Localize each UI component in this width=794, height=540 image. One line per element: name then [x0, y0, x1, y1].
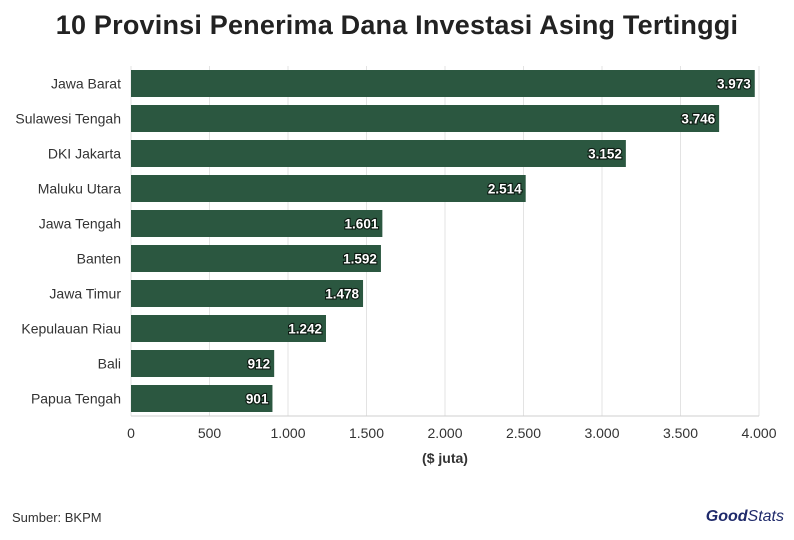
- bar: [131, 280, 364, 307]
- category-label: DKI Jakarta: [48, 146, 121, 162]
- x-tick-label: 2.500: [506, 425, 541, 441]
- x-tick-label: 1.500: [349, 425, 384, 441]
- source-note: Sumber: BKPM: [12, 510, 102, 525]
- bar: [131, 105, 720, 132]
- category-label: Jawa Tengah: [39, 216, 121, 232]
- bar-value-label: 1.478: [325, 287, 359, 302]
- bar-value-label: 3.973: [717, 77, 751, 92]
- bar-value-label: 1.242: [288, 322, 322, 337]
- bar: [131, 350, 275, 377]
- bar-value-label: 2.514: [488, 182, 522, 197]
- category-label: Bali: [98, 356, 121, 372]
- x-tick-label: 3.500: [663, 425, 698, 441]
- category-label: Maluku Utara: [38, 181, 121, 197]
- brand-logo-part2: Stats: [747, 508, 784, 525]
- x-tick-label: 3.000: [584, 425, 619, 441]
- category-label: Jawa Barat: [51, 76, 121, 92]
- category-label: Papua Tengah: [31, 391, 121, 407]
- bar-value-label: 912: [248, 357, 271, 372]
- x-axis-title: ($ juta): [422, 450, 468, 466]
- x-tick-label: 4.000: [741, 425, 776, 441]
- bar: [131, 315, 326, 342]
- bar-value-label: 1.592: [343, 252, 377, 267]
- bar: [131, 245, 381, 272]
- bar-value-label: 1.601: [345, 217, 379, 232]
- x-tick-label: 500: [198, 425, 222, 441]
- bar-value-label: 3.152: [588, 147, 622, 162]
- brand-logo: GoodStats: [706, 508, 784, 526]
- bar-value-label: 3.746: [681, 112, 715, 127]
- chart-title: 10 Provinsi Penerima Dana Investasi Asin…: [55, 10, 739, 40]
- x-tick-label: 2.000: [427, 425, 462, 441]
- x-tick-label: 1.000: [270, 425, 305, 441]
- category-label: Kepulauan Riau: [21, 321, 121, 337]
- category-label: Banten: [77, 251, 121, 267]
- bar: [131, 175, 526, 202]
- bar: [131, 210, 383, 237]
- bar: [131, 70, 755, 97]
- bar: [131, 140, 626, 167]
- brand-logo-part1: Good: [705, 508, 748, 525]
- category-label: Sulawesi Tengah: [15, 111, 121, 127]
- category-label: Jawa Timur: [49, 286, 121, 302]
- bar: [131, 385, 273, 412]
- bar-value-label: 901: [246, 392, 269, 407]
- x-tick-label: 0: [127, 425, 135, 441]
